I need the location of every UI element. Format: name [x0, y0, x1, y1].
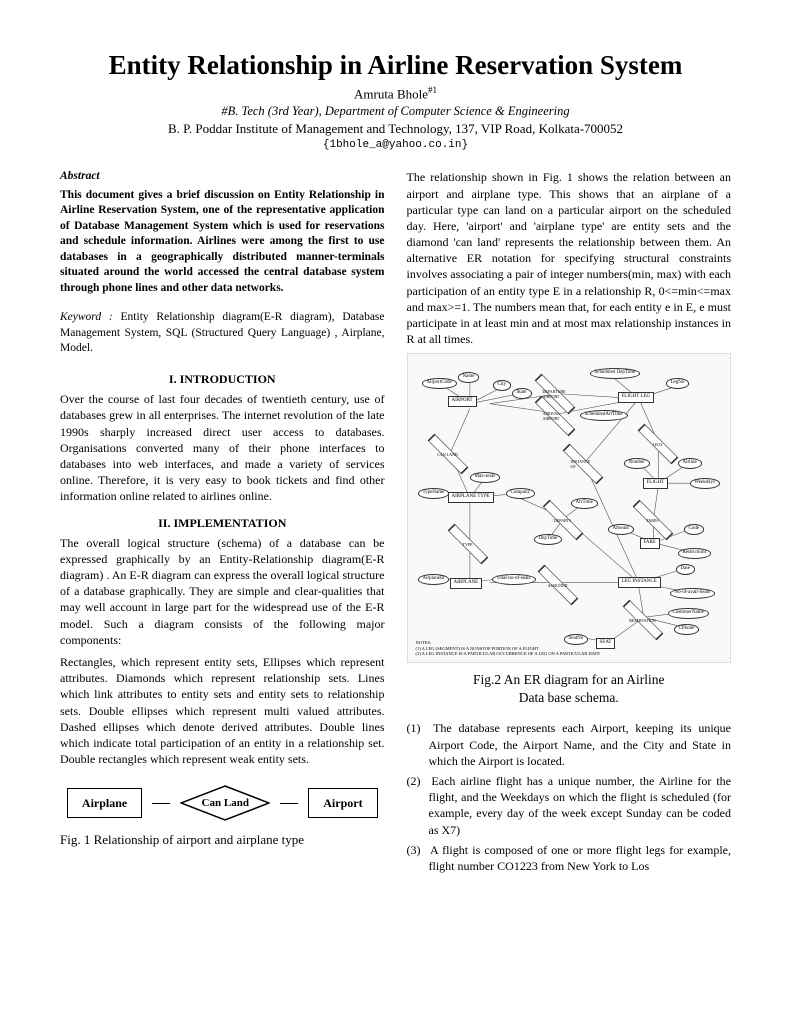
figure-2-er-diagram: AIRPORT FLIGHT LEG AIRPLANE TYPE FLIGHT …	[407, 353, 732, 663]
figure-1-diagram: Airplane Can Land Airport	[60, 785, 385, 821]
er-rel-arrairport: ARRIVAL AIRPORT	[540, 408, 570, 424]
paper-title: Entity Relationship in Airline Reservati…	[60, 50, 731, 81]
er-attr-arrtime: ArrTime	[571, 498, 598, 509]
er-rel-legs: LEGS	[643, 436, 673, 452]
er-attr-number: Number	[624, 458, 650, 469]
two-column-body: Abstract This document gives a brief dis…	[60, 169, 731, 878]
page: Entity Relationship in Airline Reservati…	[0, 0, 791, 1024]
list-num-1: (1)	[407, 720, 427, 736]
list-num-3: (3)	[407, 842, 427, 858]
er-rel-reservation: RESERVATION	[628, 612, 658, 628]
right-paragraph-1: The relationship shown in Fig. 1 shows t…	[407, 169, 732, 347]
abstract-label: Abstract	[60, 169, 385, 185]
fig1-connector-left	[152, 803, 170, 805]
fig1-entity-airport: Airport	[308, 788, 377, 818]
fig2-caption-line1: Fig.2 An ER diagram for an Airline	[473, 672, 665, 687]
list-text-3: A flight is composed of one or more flig…	[429, 843, 732, 873]
fig2-caption-line2: Data base schema.	[519, 690, 619, 705]
list-item-3: (3) A flight is composed of one or more …	[407, 842, 732, 874]
section-impl-head: II. IMPLEMENTATION	[60, 515, 385, 531]
er-attr-date: Date	[676, 564, 695, 575]
impl-paragraph-1: The overall logical structure (schema) o…	[60, 535, 385, 648]
fig1-entity-airplane: Airplane	[67, 788, 142, 818]
author-line: Amruta Bhole#1	[60, 85, 731, 102]
affiliation-inst: B. P. Poddar Institute of Management and…	[60, 121, 731, 137]
author-name: Amruta Bhole	[354, 86, 428, 101]
affiliation-dept: #B. Tech (3rd Year), Department of Compu…	[60, 104, 731, 119]
author-email: {1bhole_a@yahoo.co.in}	[60, 139, 731, 151]
er-entity-airport: AIRPORT	[448, 396, 477, 407]
er-attr-company: Company	[506, 488, 535, 499]
intro-paragraph: Over the course of last four decades of …	[60, 391, 385, 504]
er-entity-airplane: AIRPLANE	[450, 578, 483, 589]
keyword-block: Keyword : Entity Relationship diagram(E-…	[60, 310, 385, 357]
er-entity-flight: FLIGHT	[643, 478, 669, 489]
list-item-2: (2) Each airline flight has a unique num…	[407, 773, 732, 838]
er-attr-state: State	[512, 388, 532, 399]
section-intro-head: I. INTRODUCTION	[60, 371, 385, 387]
er-entity-flightleg: FLIGHT LEG	[618, 392, 655, 403]
impl-paragraph-2: Rectangles, which represent entity sets,…	[60, 654, 385, 767]
er-rel-instanceof: INSTANCE OF	[568, 456, 598, 472]
er-attr-airportcode: AirportCode	[422, 378, 457, 389]
er-attr-weekdays: Weekdays	[690, 478, 720, 489]
keyword-label: Keyword :	[60, 311, 113, 323]
er-rel-type: TYPE	[453, 536, 483, 552]
list-item-1: (1) The database represents each Airport…	[407, 720, 732, 769]
er-attr-amount: Amount	[608, 524, 634, 535]
abstract-text: This document gives a brief discussion o…	[60, 188, 385, 297]
er-notes: NOTES: (1) A LEG (SEGMENT) IS A NONSTOP …	[416, 640, 601, 656]
er-attr-scheduledarrtime: ScheduledArrTime	[580, 410, 628, 421]
er-entity-leginstance: LEG INSTANCE	[618, 577, 661, 588]
author-sup: #1	[428, 85, 437, 95]
er-rel-canland: CAN LAND	[433, 446, 463, 462]
list-num-2: (2)	[407, 773, 427, 789]
er-entity-airplanetype: AIRPLANE TYPE	[448, 492, 494, 503]
list-text-2: Each airline flight has a unique number,…	[429, 774, 732, 837]
right-column: The relationship shown in Fig. 1 shows t…	[407, 169, 732, 878]
er-attr-code: Code	[684, 524, 705, 535]
fig1-relationship-canland: Can Land	[180, 785, 270, 821]
er-rel-fares: FARES	[638, 512, 668, 528]
figure-2-caption: Fig.2 An ER diagram for an Airline Data …	[407, 671, 732, 706]
figure-1-caption: Fig. 1 Relationship of airport and airpl…	[60, 831, 385, 849]
list-text-1: The database represents each Airport, ke…	[429, 721, 732, 767]
er-attr-airline: Airline	[678, 458, 702, 469]
er-rel-assigned: ASSIGNED	[543, 577, 573, 593]
er-attr-totalseats: Total-no-of-seats	[492, 574, 536, 585]
er-attr-customername: CustomerName	[668, 608, 709, 619]
er-rel-departs: DEPARTS	[548, 512, 578, 528]
fig1-connector-right	[280, 803, 298, 805]
left-column: Abstract This document gives a brief dis…	[60, 169, 385, 878]
fig1-relationship-label: Can Land	[202, 796, 249, 811]
er-entity-fare: FARE	[640, 538, 660, 549]
